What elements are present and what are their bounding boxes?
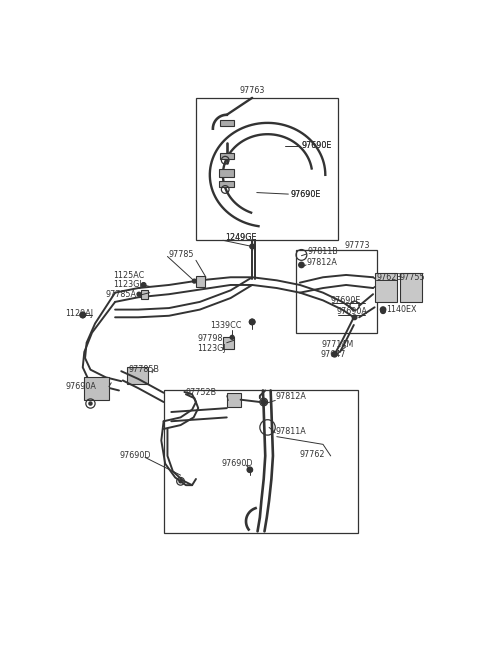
Bar <box>223 337 234 349</box>
Circle shape <box>380 307 386 312</box>
Text: 97690E: 97690E <box>301 141 332 150</box>
Bar <box>127 367 148 384</box>
Text: 97785A: 97785A <box>106 290 137 299</box>
Text: 97714M: 97714M <box>322 340 354 348</box>
Circle shape <box>192 279 196 283</box>
Circle shape <box>250 319 255 325</box>
Bar <box>164 390 358 533</box>
Circle shape <box>299 262 304 268</box>
Text: 97798: 97798 <box>197 334 223 343</box>
Circle shape <box>250 244 254 249</box>
Bar <box>196 276 205 286</box>
Text: 97690E: 97690E <box>291 189 321 198</box>
Circle shape <box>332 352 337 357</box>
Text: 1140EX: 1140EX <box>386 305 417 314</box>
Bar <box>84 377 109 400</box>
Circle shape <box>250 319 255 325</box>
Circle shape <box>80 312 85 318</box>
Circle shape <box>381 309 385 314</box>
Bar <box>219 181 234 187</box>
Text: 97690D: 97690D <box>120 451 151 460</box>
Text: 97812A: 97812A <box>306 258 337 267</box>
Text: 97773: 97773 <box>345 241 370 250</box>
Text: 1123GJ: 1123GJ <box>197 345 226 353</box>
Bar <box>220 153 234 159</box>
Text: 1249GE: 1249GE <box>225 233 257 242</box>
Text: 97623: 97623 <box>376 272 401 282</box>
Circle shape <box>261 400 266 405</box>
Bar <box>141 290 148 299</box>
Text: 97690E: 97690E <box>301 141 332 150</box>
Text: 97690A: 97690A <box>65 382 96 391</box>
Bar <box>375 272 397 302</box>
Text: 97690E: 97690E <box>331 296 361 305</box>
Text: 1123GJ: 1123GJ <box>114 280 142 290</box>
Text: 1339CC: 1339CC <box>211 320 242 329</box>
Circle shape <box>247 467 252 472</box>
Text: 97690A: 97690A <box>336 307 367 316</box>
Text: 97811B: 97811B <box>308 248 338 256</box>
Circle shape <box>141 283 146 288</box>
Bar <box>196 98 338 240</box>
Text: 97647: 97647 <box>321 350 346 359</box>
Bar <box>296 250 377 333</box>
Circle shape <box>137 292 141 296</box>
Circle shape <box>230 335 234 339</box>
Text: 97785B: 97785B <box>129 365 160 374</box>
Circle shape <box>89 402 92 405</box>
Text: 97690E: 97690E <box>291 189 321 198</box>
Text: 97811A: 97811A <box>275 427 306 436</box>
Text: 1129AJ: 1129AJ <box>65 309 93 318</box>
Text: 1249GE: 1249GE <box>225 233 257 242</box>
Circle shape <box>80 312 85 318</box>
Bar <box>400 272 421 302</box>
Bar <box>220 120 234 126</box>
Text: 97690D: 97690D <box>221 459 253 468</box>
Text: 1125AC: 1125AC <box>114 271 145 280</box>
Text: 97762: 97762 <box>300 450 325 459</box>
Text: 97755: 97755 <box>400 272 426 282</box>
Circle shape <box>179 479 182 483</box>
Bar <box>227 393 240 407</box>
Text: 97752B: 97752B <box>186 388 217 398</box>
Text: 97812A: 97812A <box>275 392 306 401</box>
Text: 97785: 97785 <box>169 250 194 259</box>
Circle shape <box>352 315 357 320</box>
Text: 97763: 97763 <box>240 86 265 96</box>
Bar <box>219 170 234 177</box>
